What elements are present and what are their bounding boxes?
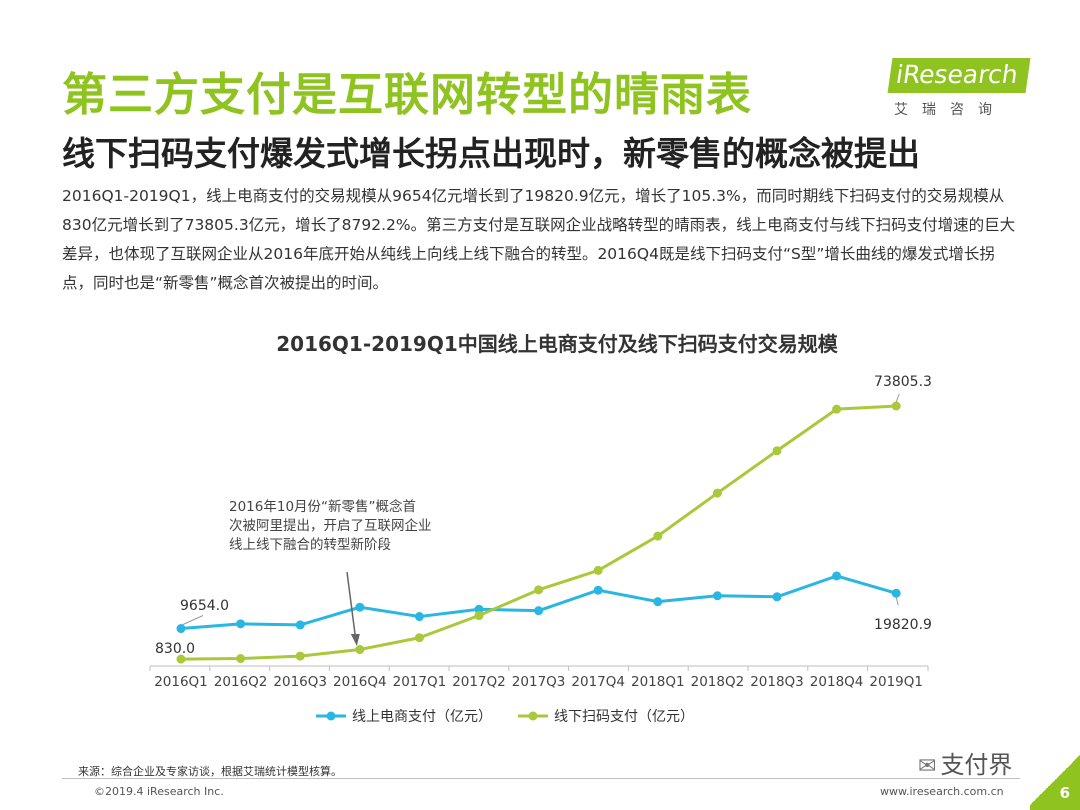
logo-cn-text: 艾瑞咨询 — [894, 102, 1006, 118]
data-label-leader — [182, 615, 204, 625]
chart-title: 2016Q1-2019Q1中国线上电商支付及线下扫码支付交易规模 — [276, 332, 838, 356]
series-2-point — [236, 654, 246, 664]
annotation-text: 次被阿里提出，开启了互联网企业 — [229, 517, 432, 534]
iresearch-logo: iResearch 艾瑞咨询 — [887, 58, 1031, 122]
annotation-text: 2016年10月份“新零售”概念首 — [229, 498, 416, 515]
legend-swatch-marker — [326, 711, 336, 721]
wechat-icon: ✉ — [918, 754, 937, 779]
series-2-point — [772, 446, 782, 456]
x-tick-label: 2018Q4 — [810, 674, 864, 690]
series-2-point — [295, 651, 305, 661]
page-badge: 6 — [1030, 750, 1080, 810]
series-1-point — [176, 624, 186, 634]
page-title: 第三方支付是互联网转型的晴雨表 — [62, 68, 753, 121]
series-1-point — [772, 592, 782, 602]
series-1-point — [891, 588, 901, 598]
x-tick-label: 2016Q3 — [273, 674, 327, 690]
data-label: 19820.9 — [874, 617, 932, 633]
annotation-arrow-head — [350, 634, 360, 646]
x-tick-label: 2016Q1 — [154, 674, 208, 690]
series-1-point — [653, 597, 663, 607]
wechat-label: 支付界 — [940, 751, 1013, 779]
series-1-point — [712, 591, 722, 601]
legend-label: 线上电商支付（亿元） — [352, 709, 492, 725]
x-tick-label: 2016Q2 — [214, 674, 268, 690]
data-label: 73805.3 — [874, 374, 932, 390]
series-1-point — [474, 604, 484, 614]
series-2-point — [832, 404, 842, 414]
series-1-point — [534, 606, 544, 616]
x-tick-label: 2018Q3 — [750, 674, 804, 690]
series-2-point — [891, 401, 901, 411]
x-tick-label: 2017Q1 — [393, 674, 447, 690]
series-2-point — [712, 488, 722, 498]
data-label: 9654.0 — [180, 598, 229, 614]
x-tick-label: 2018Q1 — [631, 674, 685, 690]
data-label-leader — [895, 393, 900, 403]
series-1-point — [593, 585, 603, 595]
x-tick-label: 2016Q4 — [333, 674, 387, 690]
wechat-watermark: ✉ 支付界 — [918, 745, 1012, 780]
data-label: 830.0 — [155, 641, 195, 657]
series-2-point — [593, 565, 603, 575]
series-line-1 — [180, 574, 897, 631]
series-1-point — [832, 571, 842, 581]
series-2-point — [355, 645, 365, 655]
source-note: 来源：综合企业及专家访谈，根据艾瑞统计模型核算。 — [78, 765, 342, 778]
legend-label: 线下扫码支付（亿元） — [554, 709, 694, 725]
series-1-point — [355, 602, 365, 612]
page-subtitle: 线下扫码支付爆发式增长拐点出现时，新零售的概念被提出 — [62, 134, 920, 173]
series-2-point — [414, 633, 424, 643]
copyright-text: ©2019.4 iResearch Inc. — [94, 785, 224, 798]
x-tick-label: 2017Q3 — [512, 674, 566, 690]
x-tick-label: 2017Q2 — [452, 674, 506, 690]
series-1-point — [236, 619, 246, 629]
series-2-point — [653, 531, 663, 541]
data-label-leader — [895, 597, 899, 606]
x-tick-label: 2018Q2 — [691, 674, 745, 690]
annotation-arrow-line — [346, 571, 357, 641]
summary-paragraph: 2016Q1-2019Q1，线上电商支付的交易规模从9654亿元增长到了1982… — [62, 187, 1016, 292]
series-1-point — [414, 612, 424, 622]
footer-divider — [62, 778, 1020, 779]
series-2-point — [534, 585, 544, 595]
series-1-point — [295, 620, 305, 630]
footer-url[interactable]: www.iresearch.com.cn — [880, 785, 1004, 798]
x-tick-label: 2017Q4 — [571, 674, 625, 690]
legend-swatch-marker — [528, 711, 538, 721]
series-2-point — [176, 654, 186, 664]
x-tick-label: 2019Q1 — [869, 674, 923, 690]
annotation-text: 线上线下融合的转型新阶段 — [229, 537, 391, 553]
page-number: 6 — [1059, 784, 1070, 802]
series-2-point — [474, 611, 484, 621]
